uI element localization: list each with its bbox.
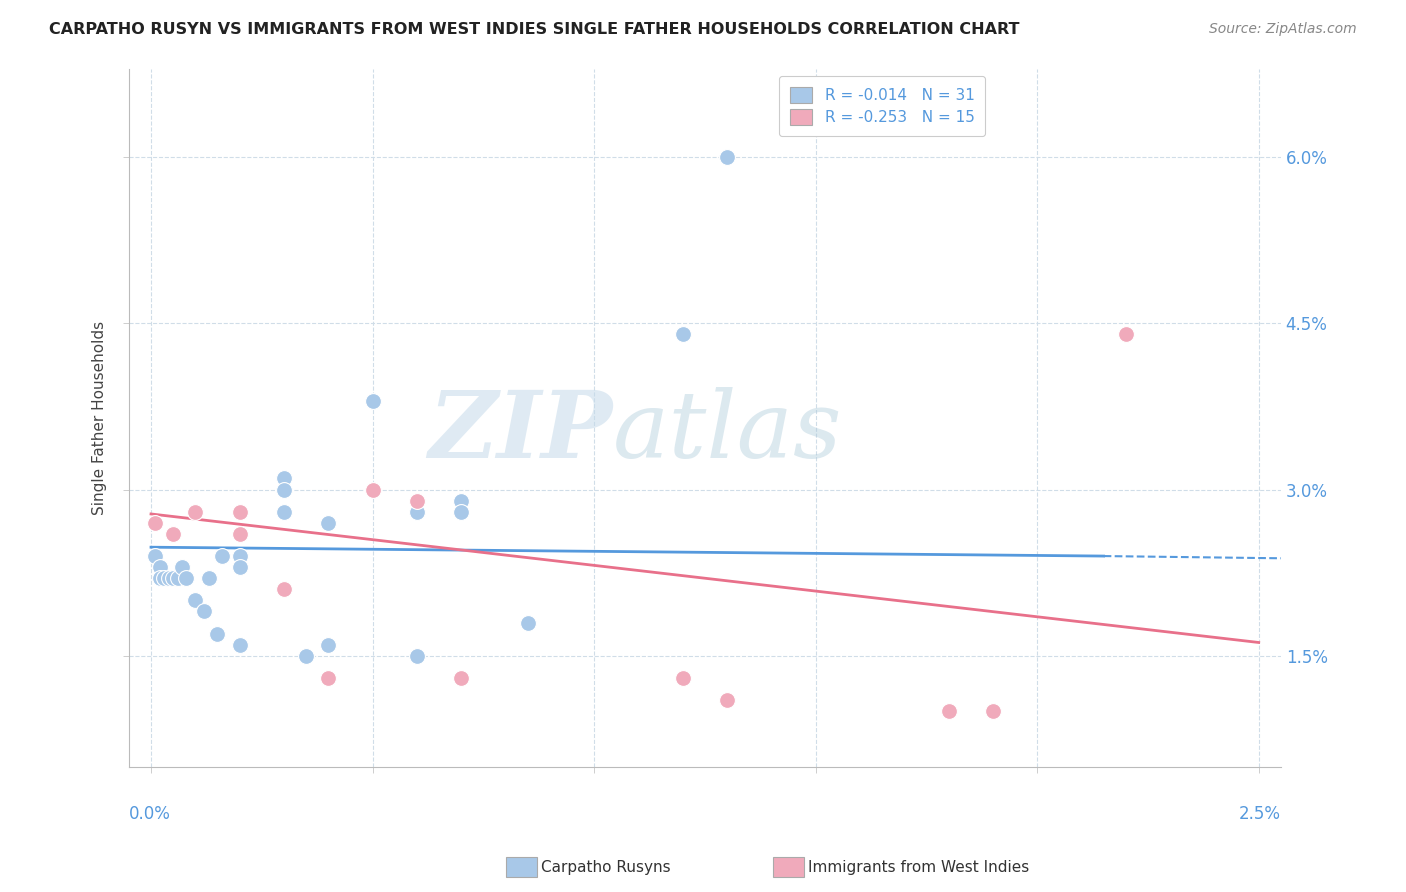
Point: [516, 615, 538, 630]
Point: [672, 671, 695, 685]
Y-axis label: Single Father Households: Single Father Households: [93, 320, 107, 515]
Point: [166, 571, 188, 585]
Point: [153, 571, 176, 585]
Point: [228, 527, 250, 541]
Point: [361, 483, 384, 497]
Point: [149, 560, 172, 574]
Legend: R = -0.014   N = 31, R = -0.253   N = 15: R = -0.014 N = 31, R = -0.253 N = 15: [779, 76, 986, 136]
Point: [716, 150, 738, 164]
Point: [450, 671, 472, 685]
Point: [211, 549, 233, 563]
Point: [273, 471, 295, 485]
Point: [184, 593, 207, 607]
Point: [716, 693, 738, 707]
Point: [405, 648, 427, 663]
Text: 0.0%: 0.0%: [129, 805, 170, 823]
Point: [162, 571, 184, 585]
Point: [197, 571, 219, 585]
Point: [273, 483, 295, 497]
Point: [176, 571, 198, 585]
Point: [981, 704, 1004, 718]
Point: [361, 393, 384, 408]
Point: [316, 638, 339, 652]
Point: [184, 505, 207, 519]
Point: [672, 327, 695, 342]
Point: [450, 493, 472, 508]
Point: [405, 493, 427, 508]
Text: Immigrants from West Indies: Immigrants from West Indies: [808, 860, 1029, 874]
Point: [145, 516, 167, 530]
Point: [228, 549, 250, 563]
Point: [295, 648, 318, 663]
Point: [405, 505, 427, 519]
Text: Carpatho Rusyns: Carpatho Rusyns: [541, 860, 671, 874]
Point: [162, 527, 184, 541]
Point: [207, 626, 229, 640]
Point: [938, 704, 960, 718]
Point: [1115, 327, 1137, 342]
Point: [316, 671, 339, 685]
Point: [273, 582, 295, 597]
Text: Source: ZipAtlas.com: Source: ZipAtlas.com: [1209, 22, 1357, 37]
Point: [228, 638, 250, 652]
Point: [316, 516, 339, 530]
Point: [273, 505, 295, 519]
Point: [145, 549, 167, 563]
Point: [157, 571, 180, 585]
Text: ZIP: ZIP: [429, 386, 613, 476]
Point: [170, 560, 193, 574]
Text: atlas: atlas: [613, 386, 842, 476]
Text: 2.5%: 2.5%: [1239, 805, 1281, 823]
Point: [228, 505, 250, 519]
Point: [149, 571, 172, 585]
Point: [228, 560, 250, 574]
Point: [193, 604, 215, 618]
Text: CARPATHO RUSYN VS IMMIGRANTS FROM WEST INDIES SINGLE FATHER HOUSEHOLDS CORRELATI: CARPATHO RUSYN VS IMMIGRANTS FROM WEST I…: [49, 22, 1019, 37]
Point: [450, 505, 472, 519]
